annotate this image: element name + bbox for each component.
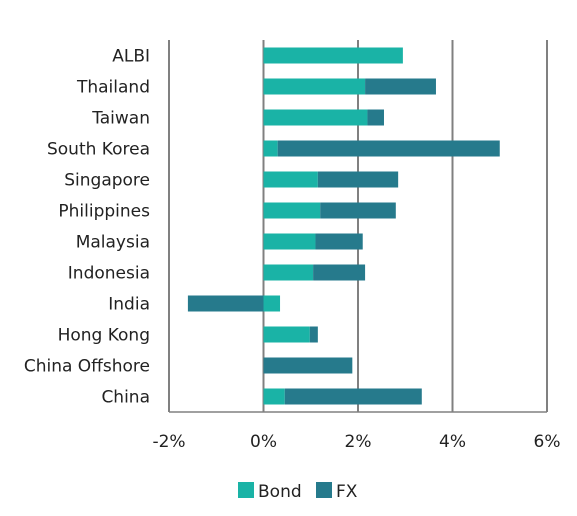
category-label-china: China [101,388,150,408]
bar-fx-thailand [365,78,436,95]
x-tick-labels: -2% 0% 2% 4% 6% [152,432,560,452]
grid-lines [168,40,548,412]
bar-fx-china-offshore [263,357,353,374]
bar-bond-malaysia [263,233,316,250]
bar-fx-malaysia [315,233,363,250]
bar-fx-taiwan [367,109,384,126]
category-label-india: India [108,295,150,315]
category-label-malaysia: Malaysia [76,233,150,253]
x-tick-label-1: 0% [250,432,277,452]
x-tick-label-2: 2% [345,432,372,452]
legend-swatch-fx [316,482,332,498]
bar-fx-china [284,388,422,405]
bar-bond-south-korea [263,140,278,157]
bar-fx-india [187,295,264,312]
x-tick-label-3: 4% [439,432,466,452]
legend-label-bond: Bond [258,482,302,502]
bar-bond-china [263,388,285,405]
legend-swatch-bond [238,482,254,498]
legend: Bond FX [238,482,358,502]
bar-fx-hong-kong [309,326,318,343]
bar-fx-singapore [317,171,399,188]
bar-bond-albi [263,47,403,64]
bar-fx-south-korea [277,140,500,157]
category-label-china-offshore: China Offshore [24,357,150,377]
bar-bond-hong-kong [263,326,310,343]
legend-label-fx: FX [336,482,358,502]
bar-bond-india [263,295,281,312]
bar-bond-thailand [263,78,366,95]
bar-bond-singapore [263,171,318,188]
category-labels: ALBI Thailand Taiwan South Korea Singapore Ph… [24,47,150,408]
x-tick-label-0: -2% [152,432,185,452]
bar-fx-philippines [320,202,396,219]
category-label-thailand: Thailand [76,78,150,98]
bar-bond-indonesia [263,264,314,281]
bar-fx-indonesia [313,264,366,281]
category-label-singapore: Singapore [64,171,150,191]
category-label-albi: ALBI [112,47,150,67]
category-label-south-korea: South Korea [47,140,150,160]
category-label-philippines: Philippines [58,202,150,222]
category-label-indonesia: Indonesia [68,264,150,284]
x-tick-label-4: 6% [534,432,561,452]
bar-bond-philippines [263,202,321,219]
bar-bond-taiwan [263,109,368,126]
bars [187,47,500,405]
category-label-taiwan: Taiwan [91,109,150,129]
category-label-hong-kong: Hong Kong [58,326,150,346]
